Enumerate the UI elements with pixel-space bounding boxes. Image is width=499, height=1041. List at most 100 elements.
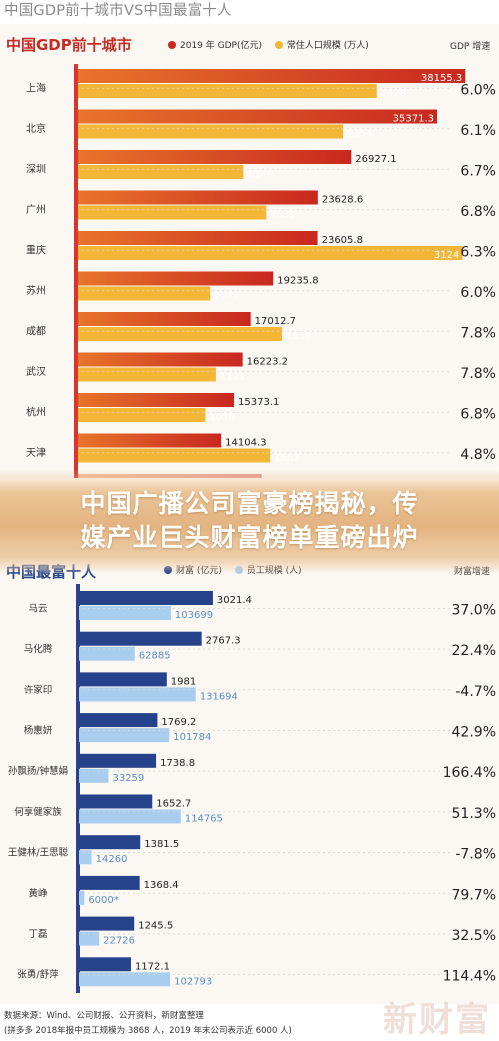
secondary-bar — [79, 850, 92, 865]
growth-value: 6.3% — [460, 244, 496, 260]
primary-value-label: 1981 — [171, 676, 196, 687]
primary-bar — [79, 794, 153, 809]
chart-row: 马化腾 2767.3 62885 22.4% — [24, 631, 496, 662]
primary-bar — [78, 352, 243, 367]
category-label: 苏州 — [26, 284, 46, 297]
growth-value: -7.8% — [455, 847, 496, 863]
secondary-bar — [79, 972, 171, 987]
chart-row: 王健林/王思聪 1381.5 14260 -7.8% — [8, 835, 496, 865]
primary-bar — [78, 433, 222, 448]
category-label: 王健林/王思聪 — [8, 847, 69, 859]
category-label: 张勇/舒萍 — [17, 969, 59, 981]
secondary-bar — [78, 327, 282, 341]
secondary-bar — [78, 246, 463, 260]
growth-value: 6.8% — [460, 204, 496, 220]
secondary-value-label: 1562 — [274, 453, 299, 464]
secondary-value-label: 1658 — [286, 331, 311, 342]
category-label: 广州 — [26, 204, 46, 216]
page-title: 中国GDP前十城市VS中国最富十人 — [4, 3, 232, 19]
chart-row: 马云 3021.4 103699 37.0% — [28, 591, 496, 621]
secondary-value-label: 1121 — [220, 372, 245, 383]
secondary-value-label: 1344 — [247, 169, 272, 180]
primary-value-label: 15373.1 — [238, 397, 279, 408]
primary-value-label: 35371.3 — [393, 114, 434, 125]
primary-bar — [78, 69, 466, 83]
secondary-bar — [78, 286, 211, 301]
secondary-bar — [79, 728, 170, 743]
primary-value-label: 2767.3 — [206, 636, 241, 647]
secondary-value-label: 2428 — [381, 88, 406, 99]
primary-bar — [79, 713, 158, 728]
chart-row: 黄峥 1368.4 6000* 79.7% — [28, 875, 496, 906]
watermark-logo: 新财富 — [383, 1000, 491, 1040]
primary-bar — [79, 835, 141, 850]
secondary-value-label: 14260 — [96, 854, 128, 865]
primary-bar — [79, 591, 213, 605]
secondary-value-label: 101784 — [173, 732, 211, 743]
secondary-value-label: 102793 — [174, 976, 212, 987]
secondary-value-label: 3124 — [434, 250, 459, 261]
chart-row: 广州 23628.6 1531 6.8% — [26, 190, 496, 221]
gdp-bar-chart: 上海 38155.3 2428 6.0% 北京 35371.3 2154 6.1% 深圳 2692… — [26, 64, 496, 478]
secondary-value-label: 1036 — [209, 412, 234, 423]
secondary-value-label: 62885 — [139, 651, 171, 662]
gdp-chart-panel: 中国GDP前十城市 2019 年 GDP(亿元) 常住人口规模 (万人) GDP… — [0, 24, 499, 478]
secondary-value-label: 1075 — [214, 291, 239, 302]
primary-bar — [78, 271, 274, 286]
legend-population-label: 常住人口规模 (万人) — [286, 41, 369, 51]
primary-bar — [78, 393, 235, 407]
primary-bar — [79, 875, 140, 890]
growth-value: 114.4% — [443, 969, 496, 985]
growth-value: 6.8% — [460, 406, 496, 422]
primary-bar — [78, 109, 438, 124]
category-label: 丁磊 — [28, 929, 48, 940]
growth-value: 32.5% — [452, 928, 496, 944]
primary-bar — [78, 231, 318, 245]
chart-row: 深圳 26927.1 1344 6.7% — [26, 150, 496, 180]
growth-value: 42.9% — [452, 724, 496, 740]
growth-value: 7.8% — [460, 366, 496, 382]
primary-value-label: 14104.3 — [225, 438, 266, 449]
secondary-value-label: 114765 — [185, 814, 223, 825]
secondary-bar — [78, 367, 216, 382]
category-label: 武汉 — [26, 365, 46, 378]
primary-value-label: 1769.2 — [161, 717, 196, 728]
legend-gdp-swatch — [168, 41, 176, 49]
chart-row: 孙飘扬/钟慧娟 1738.8 33259 166.4% — [8, 753, 496, 784]
category-label: 深圳 — [26, 163, 46, 175]
chart-row: 重庆 23605.8 3124 6.3% — [26, 231, 496, 261]
growth-value: 7.8% — [460, 325, 496, 341]
chart-row: 上海 38155.3 2428 6.0% — [26, 69, 496, 99]
secondary-bar — [79, 768, 109, 783]
secondary-value-label: 131694 — [200, 691, 238, 702]
secondary-value-label: 2154 — [347, 129, 372, 140]
secondary-value-label: 22726 — [103, 936, 135, 947]
primary-value-label: 23628.6 — [322, 195, 363, 206]
chart-row: 苏州 19235.8 1075 6.0% — [26, 271, 496, 302]
primary-bar — [78, 150, 352, 164]
primary-bar — [79, 631, 202, 646]
category-label: 天津 — [26, 447, 46, 459]
chart-row: 天津 14104.3 1562 4.8% — [26, 433, 496, 464]
secondary-bar — [78, 84, 377, 98]
secondary-value-label: 33259 — [112, 773, 144, 784]
primary-value-label: 1738.8 — [160, 758, 195, 769]
secondary-bar — [79, 809, 181, 824]
growth-value: 166.4% — [443, 765, 496, 781]
category-label: 马云 — [28, 603, 47, 614]
secondary-value-label: 1531 — [270, 210, 295, 221]
gdp-growth-header: GDP 增速 — [450, 42, 491, 52]
primary-bar — [78, 190, 318, 205]
primary-value-label: 1172.1 — [135, 961, 170, 972]
primary-bar — [79, 753, 157, 768]
legend-population: 常住人口规模 (万人) — [274, 41, 369, 51]
chart-row: 北京 35371.3 2154 6.1% — [26, 109, 496, 140]
secondary-bar — [79, 931, 100, 946]
gdp-legend: 2019 年 GDP(亿元) 常住人口规模 (万人) — [168, 38, 379, 51]
primary-value-label: 38155.3 — [421, 73, 462, 84]
chart-row: 何享健家族 1652.7 114765 51.3% — [14, 794, 496, 825]
primary-value-label: 1381.5 — [144, 839, 179, 850]
secondary-bar — [79, 890, 85, 905]
growth-value: 6.0% — [460, 82, 496, 98]
